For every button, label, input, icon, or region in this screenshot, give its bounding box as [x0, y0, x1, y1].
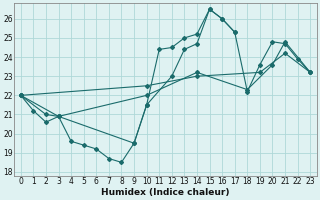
X-axis label: Humidex (Indice chaleur): Humidex (Indice chaleur)	[101, 188, 230, 197]
